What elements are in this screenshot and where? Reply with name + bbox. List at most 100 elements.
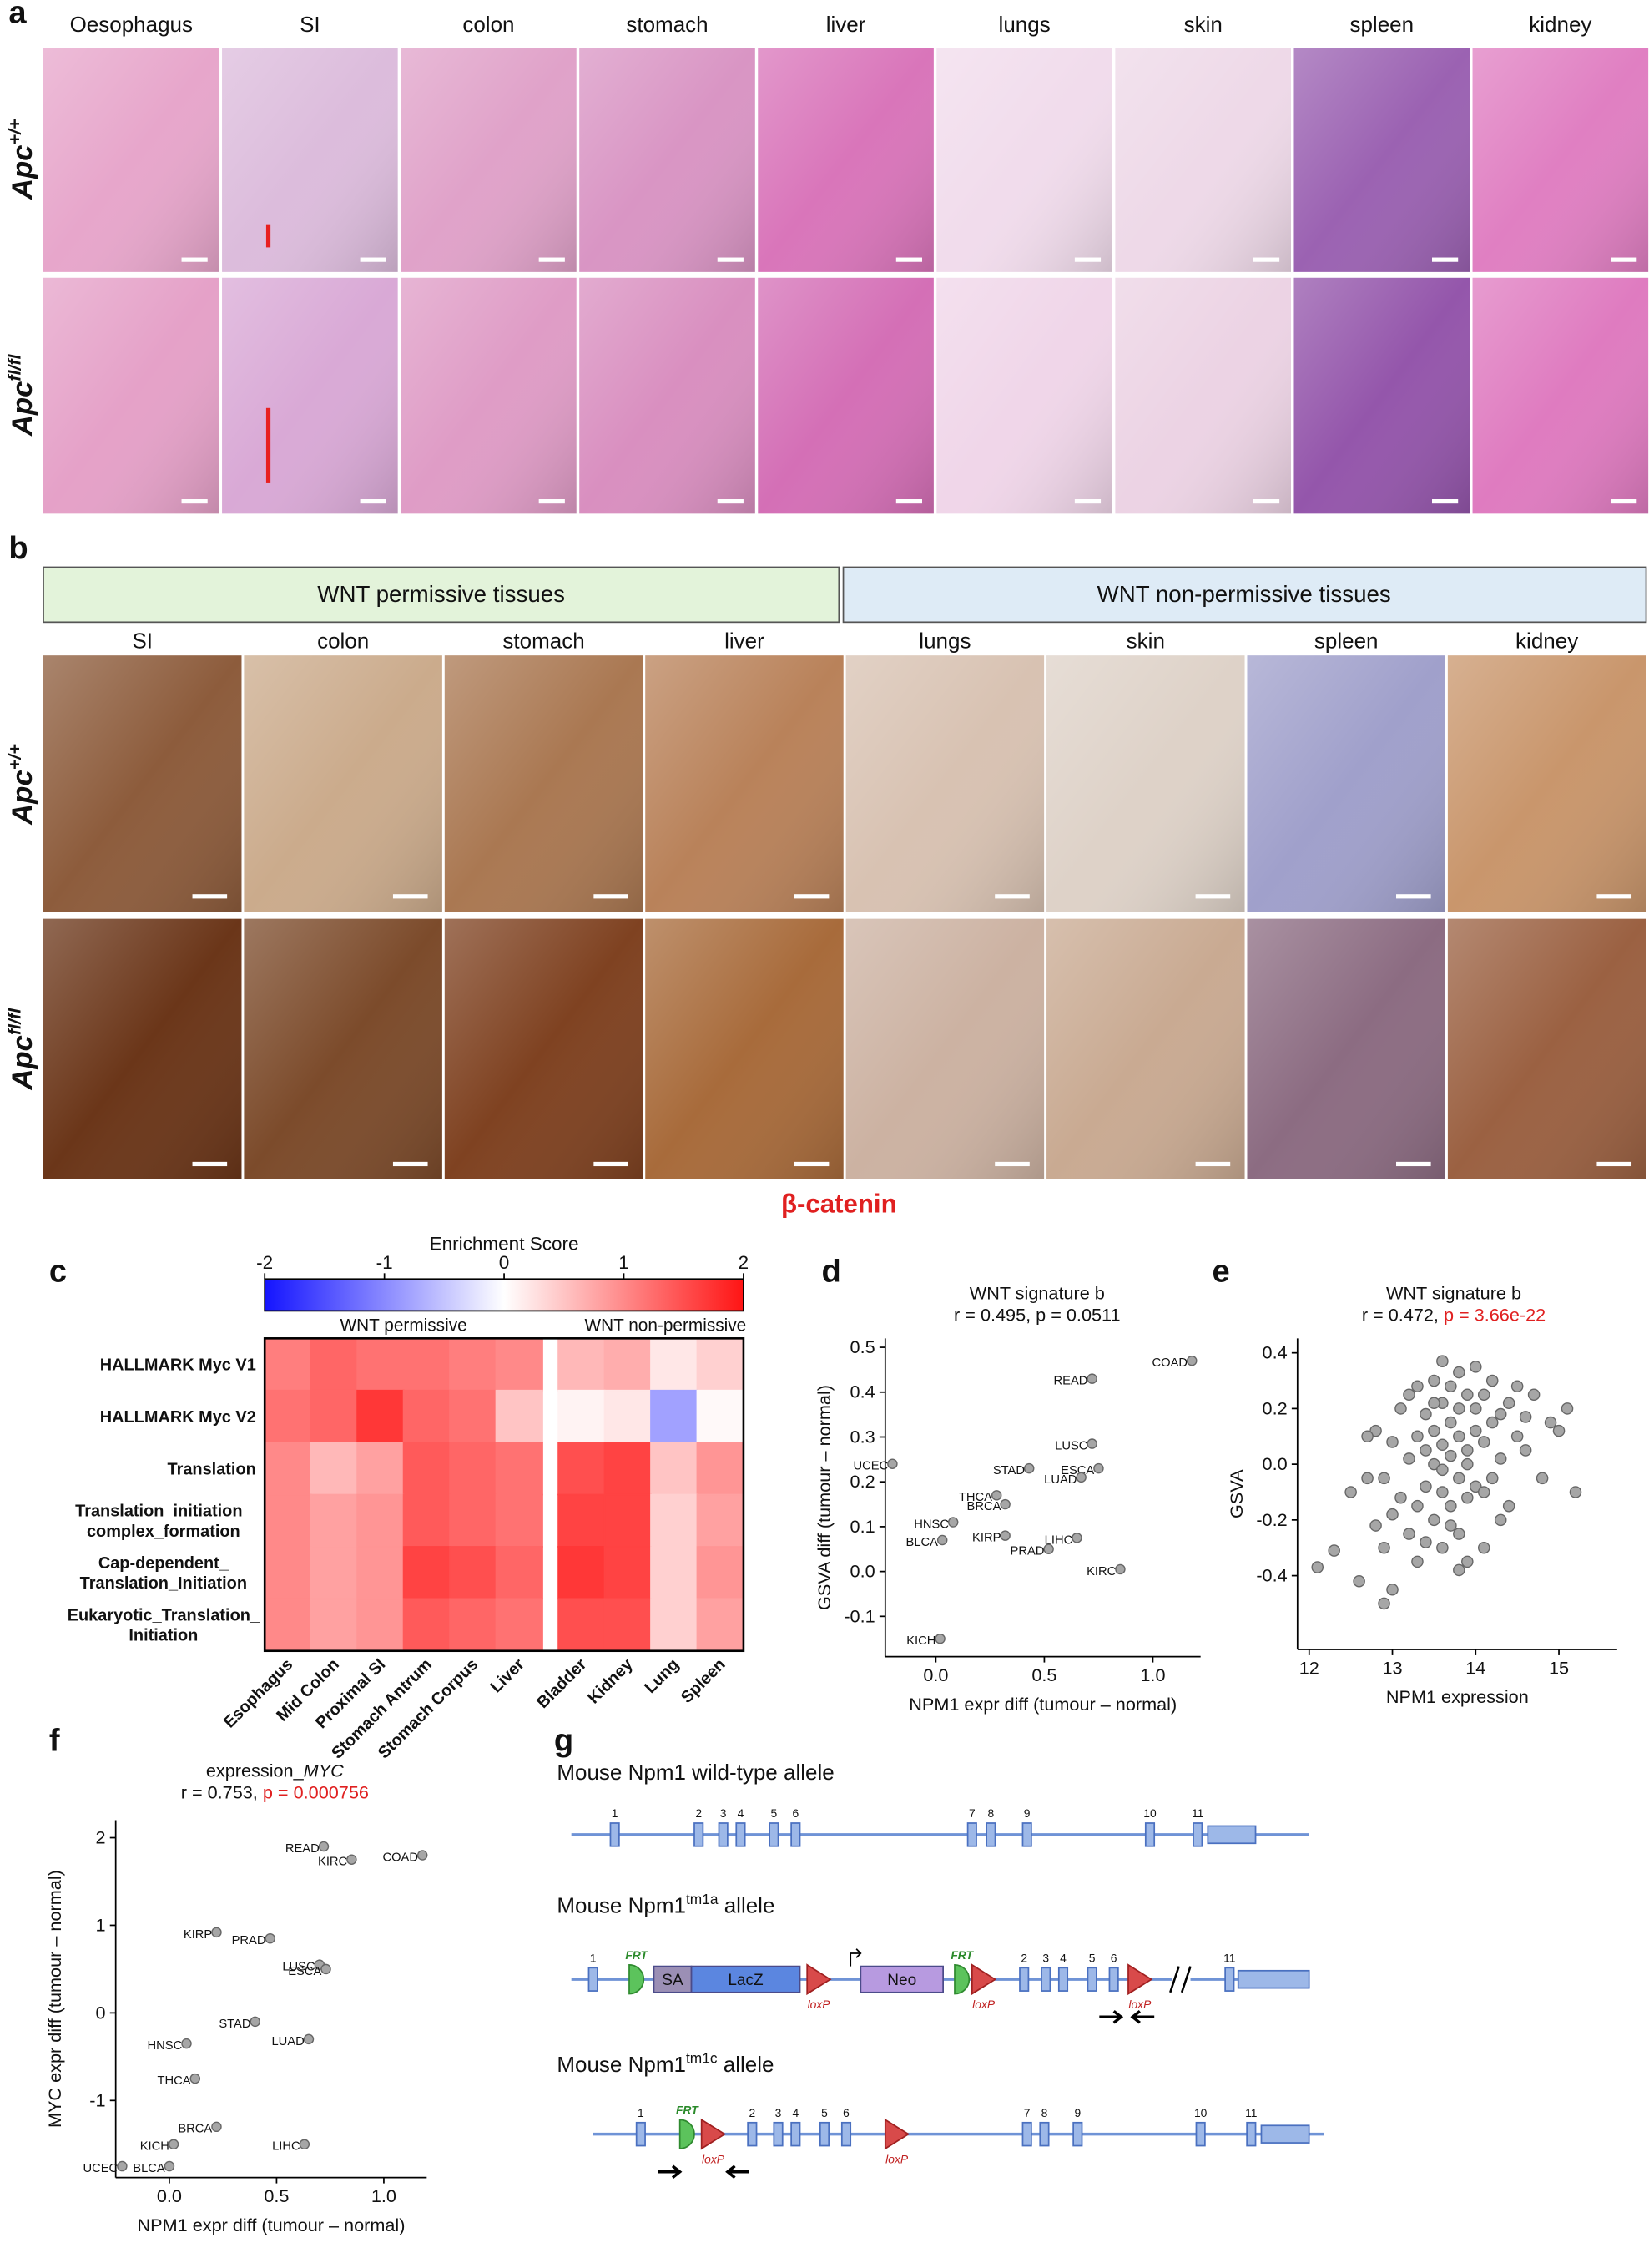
- data-point: [1361, 1430, 1374, 1443]
- frt-site: [628, 1963, 645, 1995]
- data-point: [1469, 1361, 1482, 1373]
- colorbar-tick-label: -1: [376, 1252, 393, 1273]
- point-label: KICH: [906, 1634, 935, 1648]
- column-label: colon: [317, 629, 369, 654]
- exon: [1072, 2121, 1083, 2147]
- heatmap-cell: [495, 1493, 543, 1548]
- image-shading: [936, 277, 1112, 514]
- data-point: [1436, 1438, 1449, 1452]
- heatmap-cell: [449, 1337, 497, 1392]
- exon-number: 11: [1192, 1806, 1204, 1820]
- row-label-sup: fl/fl: [4, 1008, 24, 1035]
- group-box: [43, 566, 840, 624]
- point-label: KIRC: [1087, 1565, 1117, 1579]
- image-shading: [1293, 277, 1470, 514]
- column-label: lungs: [919, 629, 971, 654]
- point-label: LUSC: [1055, 1439, 1088, 1452]
- row-label-sup: fl/fl: [4, 353, 24, 381]
- image-shading: [222, 277, 398, 514]
- image-shading: [645, 918, 844, 1179]
- stats-text: r = 0.495, p = 0.0511: [954, 1305, 1120, 1326]
- exon-number: 9: [1074, 2106, 1081, 2119]
- point-label: BLCA: [906, 1536, 939, 1549]
- data-point: [211, 2121, 222, 2133]
- heatmap-cell: [264, 1337, 312, 1392]
- data-point: [1353, 1574, 1365, 1588]
- scale-bar: [360, 257, 386, 262]
- marker: [265, 407, 271, 483]
- data-point: [1428, 1513, 1440, 1527]
- data-point: [1403, 1388, 1415, 1402]
- chart-title: WNT signature b: [1386, 1283, 1521, 1304]
- row-label: Apc+/+: [4, 744, 38, 826]
- column-label: colon: [462, 12, 514, 37]
- data-point: [1436, 1463, 1449, 1477]
- x-tick-label: 0.5: [264, 2185, 289, 2206]
- exon-number: 7: [969, 1806, 976, 1820]
- y-tick-label: 0.1: [850, 1516, 875, 1537]
- heatmap-cell: [310, 1389, 359, 1443]
- point-label: COAD: [1152, 1356, 1188, 1370]
- row-label-line: Eukaryotic_Translation_: [68, 1606, 260, 1624]
- y-axis-label: MYC expr diff (tumour – normal): [44, 1870, 65, 2128]
- panel-letter: b: [8, 530, 28, 566]
- point-label: KIRP: [972, 1532, 1001, 1545]
- heatmap-cell: [557, 1337, 606, 1392]
- heatmap-cell: [650, 1442, 698, 1496]
- image-shading: [244, 655, 442, 912]
- loxp-label: loxP: [1128, 1998, 1152, 2011]
- point-label: THCA: [157, 2074, 190, 2088]
- data-point: [1394, 1491, 1407, 1504]
- data-point: [1386, 1436, 1399, 1448]
- data-point: [1411, 1380, 1424, 1392]
- exon-number: 1: [590, 1951, 597, 1964]
- data-point: [1420, 1536, 1432, 1548]
- panel-letter: g: [554, 1722, 573, 1758]
- data-point: [211, 1927, 222, 1938]
- heatmap-cell: [402, 1598, 451, 1652]
- row-label-line: complex_formation: [87, 1523, 240, 1541]
- loxp-label: loxP: [885, 2152, 909, 2165]
- data-point: [1485, 1416, 1499, 1429]
- scale-bar: [392, 894, 428, 899]
- exon-number: 2: [1021, 1951, 1027, 1964]
- exon-number: 4: [792, 2106, 799, 2119]
- row-label-base: Apc: [7, 770, 38, 825]
- data-point: [416, 1850, 428, 1861]
- image-shading: [401, 277, 577, 514]
- y-tick-label: 0.2: [850, 1471, 875, 1492]
- scale-bar: [1596, 1161, 1632, 1167]
- y-tick-label: 0.4: [850, 1382, 875, 1402]
- scale-bar: [593, 1161, 628, 1167]
- column-label: lungs: [999, 12, 1051, 37]
- heatmap-cell: [264, 1493, 312, 1548]
- data-point: [947, 1517, 959, 1528]
- exon: [693, 1822, 704, 1847]
- data-point: [1477, 1486, 1490, 1498]
- stats-highlight: p = 0.000756: [263, 1782, 369, 1803]
- scale-bar: [717, 257, 744, 262]
- data-point: [164, 2160, 175, 2172]
- row-label-line: Translation: [168, 1460, 256, 1478]
- exon-number: 5: [1089, 1951, 1096, 1964]
- data-point: [1469, 1402, 1482, 1415]
- chart-title: WNT signature b: [970, 1283, 1105, 1304]
- loxp-label: loxP: [808, 1998, 831, 2011]
- data-point: [1510, 1380, 1524, 1392]
- exon-number: 10: [1143, 1806, 1157, 1820]
- x-tick-label: 1.0: [371, 2185, 396, 2206]
- scale-bar: [538, 257, 565, 262]
- data-point: [1072, 1533, 1082, 1543]
- frt-label: FRT: [951, 1948, 974, 1962]
- heatmap-cell: [650, 1337, 698, 1392]
- data-point: [1502, 1397, 1515, 1410]
- image-shading: [222, 48, 398, 272]
- loxp-site: [1127, 1963, 1153, 1996]
- loxp-site: [806, 1963, 832, 1996]
- data-point: [1485, 1472, 1499, 1485]
- data-point: [1544, 1416, 1557, 1429]
- row-label-base: Apc: [7, 144, 38, 200]
- scale-bar: [1074, 499, 1102, 504]
- data-point: [1485, 1374, 1499, 1387]
- x-axis-label: NPM1 expression: [1386, 1686, 1529, 1707]
